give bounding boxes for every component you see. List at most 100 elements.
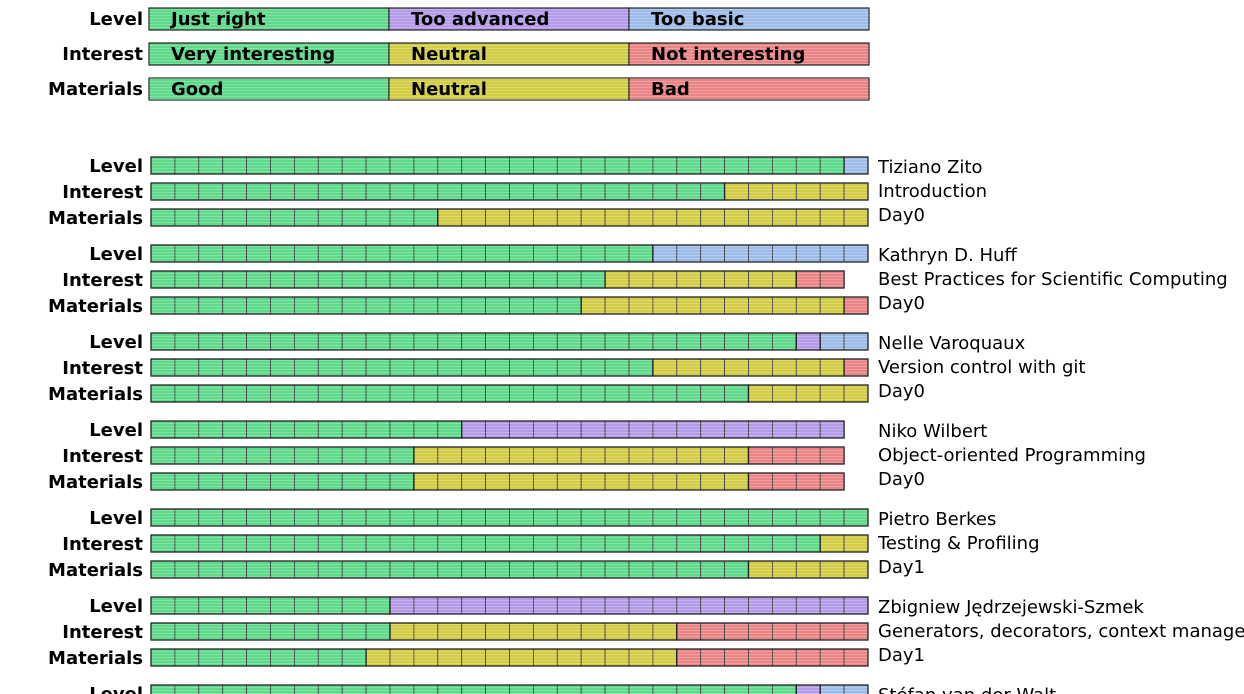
bar-texture (796, 685, 821, 694)
legend-entry-level-too-basic: Too basic (651, 9, 744, 30)
bar-texture (151, 447, 414, 464)
bar-segment-interest-very-interesting (150, 182, 726, 201)
legend: Level Just right Too advanced Too basic Inte… (48, 7, 870, 101)
bar-texture (151, 561, 749, 578)
row-label-level: Level (89, 156, 143, 177)
bar-segment-level-just-right (150, 244, 654, 263)
bar-segment-materials-neutral (747, 384, 869, 403)
bar-outline (389, 596, 869, 615)
bar-outline (747, 446, 845, 465)
bar-texture (844, 297, 868, 314)
bar-segment-materials-bad (843, 296, 869, 315)
bar-segment-interest-neutral (723, 182, 869, 201)
bar-texture (461, 421, 845, 438)
bar-texture (413, 473, 749, 490)
bar-texture (151, 333, 797, 350)
bar-segment-materials-neutral (747, 560, 869, 579)
bar-outline (747, 384, 869, 403)
row-label-level: Level (89, 420, 143, 441)
bar-segment-interest-not-interesting (795, 270, 845, 289)
bar-texture (151, 183, 725, 200)
bar-texture (676, 623, 868, 640)
bar-segment-level-too-advanced (795, 684, 821, 694)
bar-outline (819, 332, 869, 351)
lecture-group-tiziano-zito: Level Interest Materials Tiziano Zito Introd… (48, 156, 987, 229)
legend-swatch-texture (389, 78, 629, 100)
bar-outline (150, 508, 869, 527)
bar-outline (676, 648, 869, 667)
bar-segment-level-too-basic (819, 332, 869, 351)
bar-texture (151, 245, 653, 262)
bar-segment-interest-neutral (652, 358, 845, 377)
bar-texture (796, 271, 845, 288)
bar-texture (748, 473, 845, 490)
bar-segment-materials-bad (676, 648, 869, 667)
bar-segment-materials-good (150, 472, 415, 491)
bar-texture (151, 623, 390, 640)
legend-row-label-interest: Interest (62, 44, 143, 65)
bar-segment-interest-very-interesting (150, 270, 606, 289)
bar-segment-materials-good (150, 208, 439, 227)
row-label-materials: Materials (48, 648, 143, 669)
bar-texture (820, 535, 868, 552)
bar-outline (843, 156, 869, 175)
bar-texture (676, 649, 868, 666)
bar-segment-level-too-basic (652, 244, 869, 263)
legend-swatch-texture (629, 43, 869, 65)
legend-entry-level-too-advanced: Too advanced (411, 9, 549, 30)
bar-segment-materials-neutral (437, 208, 869, 227)
bar-segment-level-too-advanced (795, 332, 821, 351)
bar-texture (151, 271, 606, 288)
bar-texture (652, 359, 845, 376)
row-label-materials: Materials (48, 384, 143, 405)
bar-segment-interest-very-interesting (150, 622, 391, 641)
lecture-group-pietro-berkes: Level Interest Materials Pietro Berkes Testi… (48, 508, 1039, 581)
bar-segment-level-just-right (150, 420, 463, 439)
lecture-title: Testing & Profiling (877, 533, 1040, 554)
legend-swatch-texture (629, 8, 869, 30)
bar-outline (843, 296, 869, 315)
lecture-day: Day0 (878, 381, 925, 402)
bar-segment-level-just-right (150, 596, 391, 615)
bar-texture (581, 297, 845, 314)
bar-texture (151, 685, 797, 694)
lecture-day: Day1 (878, 645, 925, 666)
lecture-day: Day1 (878, 557, 925, 578)
row-label-level: Level (89, 508, 143, 529)
bar-texture (437, 209, 868, 226)
bar-texture (820, 685, 868, 694)
lecture-group-kathryn-d-huff: Level Interest Materials Kathryn D. Huff Bes… (48, 244, 1228, 317)
row-label-level: Level (89, 244, 143, 265)
bar-texture (413, 447, 749, 464)
lecture-speaker: Kathryn D. Huff (878, 245, 1017, 266)
bar-texture (151, 421, 462, 438)
bar-segment-interest-neutral (389, 622, 678, 641)
bar-segment-materials-good (150, 560, 750, 579)
legend-swatch-texture (149, 43, 389, 65)
legend-entry-interest-not-interesting: Not interesting (651, 44, 805, 65)
lecture-speaker: Niko Wilbert (878, 421, 987, 442)
legend-swatch-texture (389, 43, 629, 65)
bar-segment-interest-neutral (413, 446, 750, 465)
lecture-title: Introduction (878, 181, 987, 202)
legend-entry-materials-good: Good (171, 79, 223, 100)
lecture-group-nelle-varoquaux: Level Interest Materials Nelle Varoquaux Ver… (48, 332, 1085, 405)
bar-outline (437, 208, 869, 227)
row-label-interest: Interest (62, 182, 143, 203)
row-label-level: Level (89, 332, 143, 353)
bar-segment-materials-good (150, 384, 750, 403)
lecture-speaker: Stéfan van der Walt (878, 685, 1056, 694)
bar-segment-level-too-advanced (389, 596, 869, 615)
bar-segment-materials-neutral (365, 648, 678, 667)
bar-texture (652, 245, 868, 262)
bar-segment-level-too-basic (819, 684, 869, 694)
bar-texture (151, 297, 582, 314)
bar-outline (676, 622, 869, 641)
lecture-day: Day0 (878, 293, 925, 314)
lecture-day: Day0 (878, 205, 925, 226)
row-label-materials: Materials (48, 296, 143, 317)
bar-texture (820, 333, 868, 350)
bar-segment-level-just-right (150, 684, 797, 694)
bar-segment-interest-not-interesting (676, 622, 869, 641)
bar-segment-materials-neutral (580, 296, 845, 315)
